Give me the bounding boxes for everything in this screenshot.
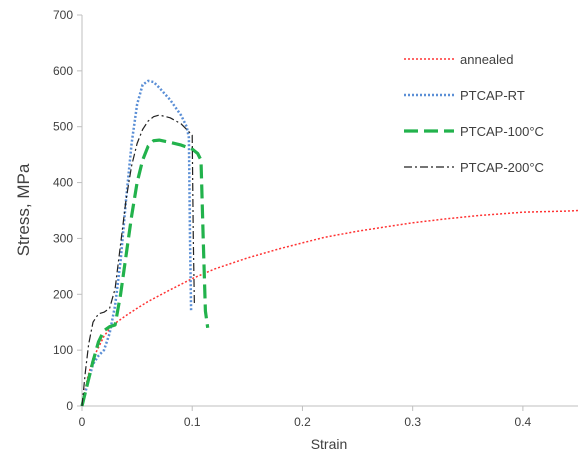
x-axis: 0 0.1 0.2 0.3 0.4 <box>79 406 532 429</box>
x-tick-label: 0.4 <box>515 415 532 429</box>
y-tick-label: 300 <box>53 231 73 245</box>
legend-label-3: PTCAP-100°C <box>460 124 544 139</box>
y-axis: 0 100 200 300 400 500 600 700 <box>53 8 82 413</box>
x-tick-label: 0.3 <box>404 415 421 429</box>
plot-area <box>81 15 578 407</box>
series-line-4 <box>81 114 195 407</box>
y-tick-label: 400 <box>53 176 73 190</box>
x-tick-label: 0.2 <box>294 415 311 429</box>
series-layer <box>80 79 578 407</box>
y-tick-label: 700 <box>53 8 73 22</box>
legend-label-1: annealed <box>460 52 514 67</box>
series-line-3 <box>80 138 210 407</box>
legend-label-2: PTCAP-RT <box>460 88 525 103</box>
y-tick-label: 0 <box>66 399 73 413</box>
series-line-1 <box>81 209 578 407</box>
x-tick-label: 0.1 <box>184 415 201 429</box>
x-axis-title: Strain <box>311 436 348 452</box>
legend-label-4: PTCAP-200°C <box>460 160 544 175</box>
x-tick-label: 0 <box>79 415 86 429</box>
series-line-2 <box>80 79 193 407</box>
y-tick-label: 500 <box>53 120 73 134</box>
y-tick-label: 200 <box>53 287 73 301</box>
legend: annealed PTCAP-RT PTCAP-100°C PTCAP-200°C <box>404 52 544 175</box>
y-tick-label: 600 <box>53 64 73 78</box>
y-axis-title: Stress, MPa <box>14 163 33 256</box>
y-tick-label: 100 <box>53 343 73 357</box>
